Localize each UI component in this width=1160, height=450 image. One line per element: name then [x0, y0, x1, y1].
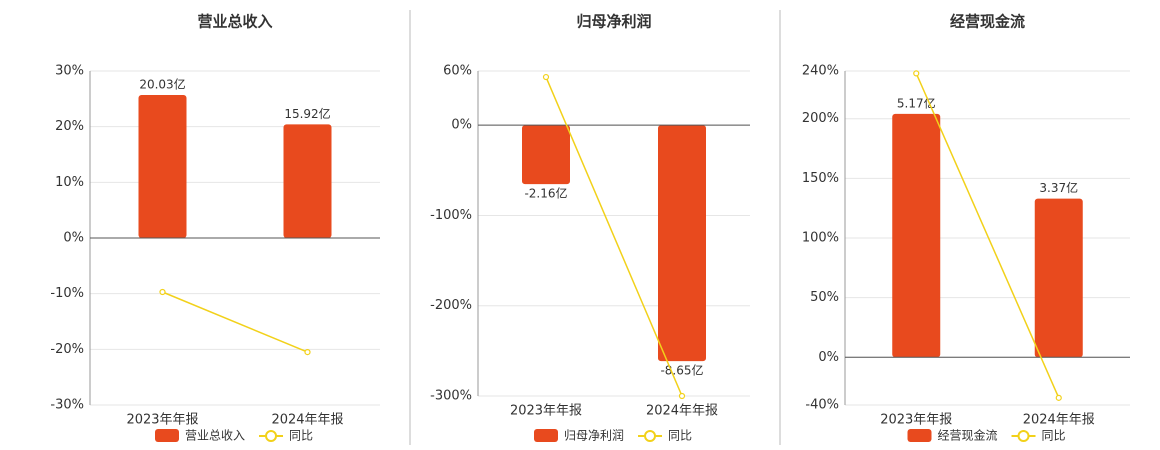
y-tick-label: -30% — [50, 398, 84, 413]
point — [304, 349, 311, 356]
y-tick-label: -100% — [430, 208, 472, 223]
chart-title: 归母净利润 — [576, 13, 651, 31]
line — [545, 76, 683, 397]
legend-label: 同比 — [1042, 429, 1066, 443]
chart-title: 营业总收入 — [197, 13, 272, 31]
legend-label: 同比 — [668, 429, 692, 443]
value-label: -2.16亿 — [524, 186, 567, 201]
x-tick-label: 2023年年报 — [880, 413, 952, 428]
y-tick-label: -10% — [50, 286, 84, 301]
chart-title: 经营现金流 — [950, 13, 1025, 31]
line — [162, 291, 308, 353]
legend-swatch — [1017, 430, 1030, 442]
y-tick-label: 10% — [55, 175, 84, 190]
y-tick-label: 50% — [810, 290, 839, 305]
y-tick-label: -40% — [805, 398, 839, 413]
bar — [1034, 198, 1083, 358]
value-label: -8.65亿 — [660, 363, 703, 378]
y-tick-label: 20% — [55, 119, 84, 134]
value-label: 20.03亿 — [139, 77, 185, 92]
point — [542, 73, 550, 81]
value-label: 15.92亿 — [284, 106, 330, 121]
legend-swatch — [155, 429, 179, 442]
legend-swatch — [644, 430, 657, 442]
x-tick-label: 2023年年报 — [126, 413, 198, 428]
legend-label: 营业总收入 — [185, 429, 245, 443]
legend-swatch — [907, 429, 932, 442]
y-tick-label: 30% — [55, 64, 84, 79]
legend-swatch — [265, 430, 278, 442]
y-tick-label: 0% — [451, 118, 472, 133]
x-tick-label: 2024年年报 — [1023, 413, 1095, 428]
y-tick-label: 0% — [63, 231, 84, 246]
y-tick-label: 60% — [443, 64, 472, 79]
y-tick-label: 200% — [802, 111, 839, 126]
y-tick-label: -200% — [430, 298, 472, 313]
point — [1055, 394, 1062, 401]
x-tick-label: 2024年年报 — [271, 413, 343, 428]
legend-label: 经营现金流 — [938, 428, 998, 443]
y-tick-label: -20% — [50, 342, 84, 357]
legend-label: 归母净利润 — [564, 429, 624, 443]
line — [915, 73, 1060, 399]
legend-swatch — [534, 429, 558, 442]
point — [159, 288, 166, 296]
x-tick-label: 2023年年报 — [510, 404, 582, 419]
y-tick-label: -300% — [430, 389, 472, 404]
point — [678, 392, 686, 400]
bar — [892, 113, 941, 358]
bar — [522, 125, 570, 185]
y-tick-label: 240% — [802, 64, 839, 79]
bar — [658, 125, 706, 362]
bar — [138, 95, 187, 238]
y-tick-label: 100% — [802, 231, 839, 246]
legend-label: 同比 — [289, 429, 313, 443]
y-tick-label: 150% — [802, 171, 839, 186]
bar — [283, 124, 332, 238]
y-tick-label: 0% — [818, 350, 839, 365]
point — [913, 70, 920, 77]
x-tick-label: 2024年年报 — [646, 404, 718, 419]
value-label: 3.37亿 — [1039, 180, 1078, 195]
value-label: 5.17亿 — [897, 95, 936, 110]
